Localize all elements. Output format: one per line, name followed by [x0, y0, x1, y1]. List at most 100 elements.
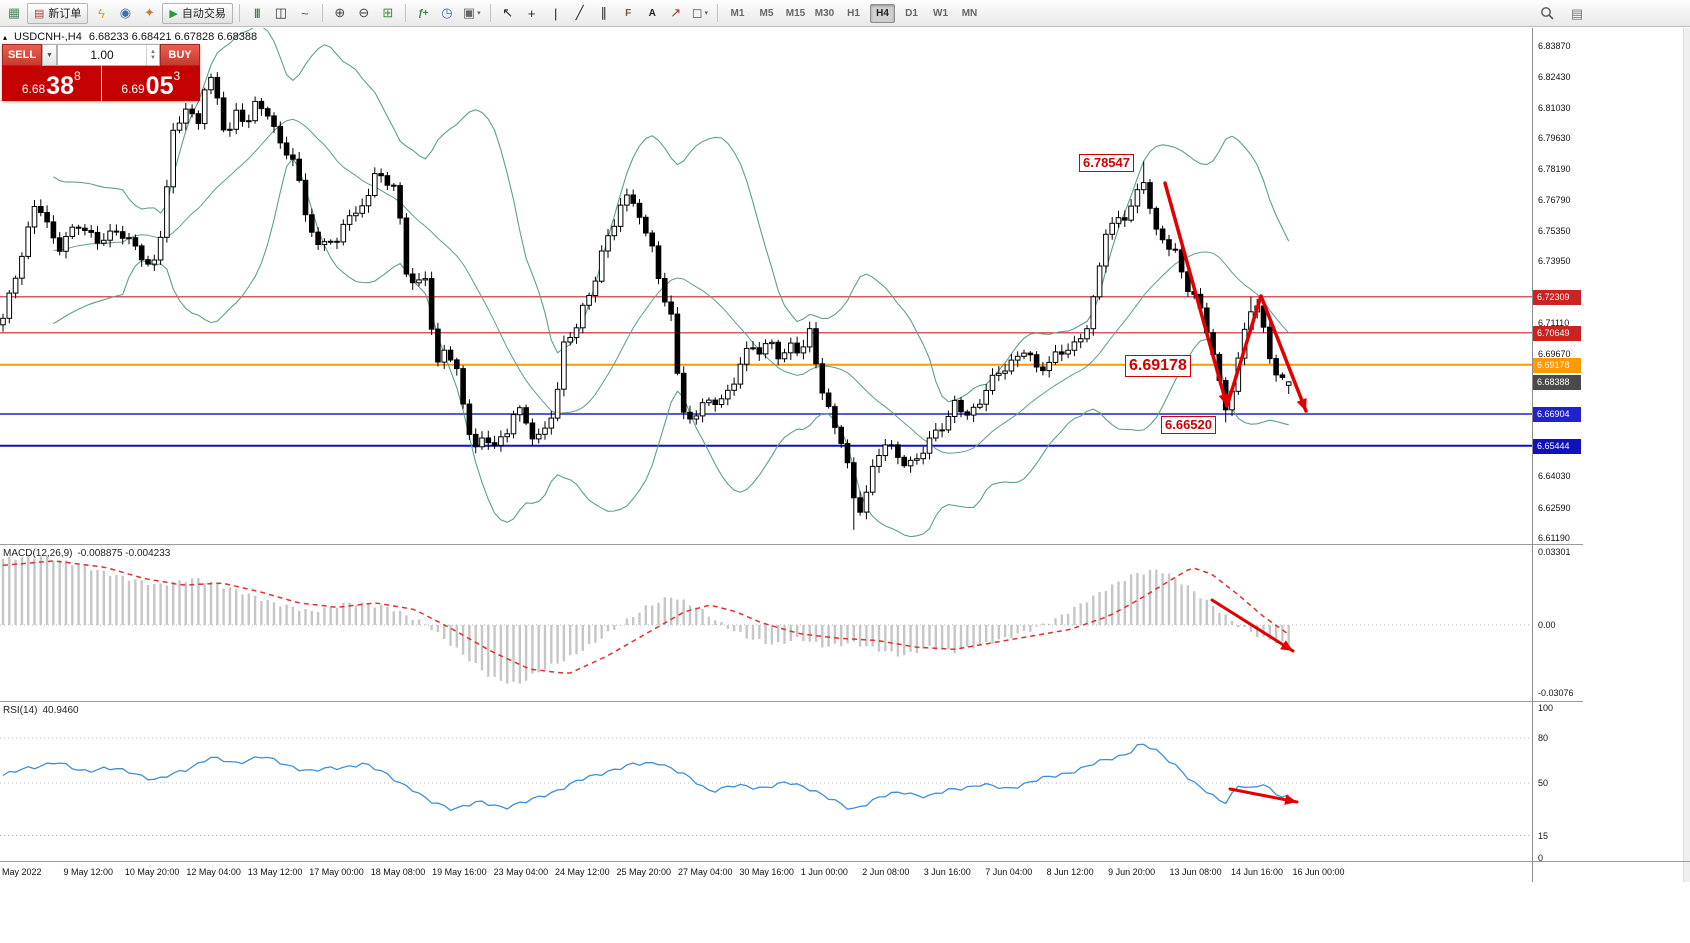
timeframe-mn[interactable]: MN: [961, 7, 978, 19]
channel-icon[interactable]: ∥: [593, 3, 615, 24]
time-label: 16 Jun 00:00: [1292, 867, 1345, 877]
shapes-icon-glyph: ◻: [691, 5, 703, 20]
trend-arrow[interactable]: [1163, 181, 1229, 408]
candles: [0, 72, 1292, 530]
rsi-separator[interactable]: [0, 701, 1583, 702]
bollinger-middle: [53, 118, 1290, 454]
rsi-axis-tick: 100: [1538, 703, 1554, 713]
zoom-out-icon[interactable]: ⊖: [353, 3, 375, 24]
main-price-chart[interactable]: [0, 28, 1532, 545]
time-label: 12 May 04:00: [186, 867, 241, 877]
fibonacci-icon[interactable]: F: [617, 3, 639, 24]
volume-input[interactable]: 1.00 ▲ ▼: [57, 44, 160, 66]
buy-price[interactable]: 6.69 05 3: [101, 66, 200, 101]
line-chart-type-icon[interactable]: ~: [294, 3, 316, 24]
toolbar: ▦ ▤ 新订单 ϟ ◉ ✦ ▶ 自动交易 ||| ◫ ~ ⊕ ⊖ ⊞ ƒ+ ◷ ▣ ▾ ↖ + | ╱ ∥ F A ↗ ◻ ▾ M1 M5…: [0, 0, 1690, 27]
bar-chart-type-icon[interactable]: |||: [246, 3, 268, 24]
expert-lightning-icon[interactable]: ϟ: [90, 3, 112, 24]
period-icon-glyph: ◷: [441, 5, 453, 20]
templates-icon[interactable]: ▣ ▾: [460, 3, 484, 24]
candlestick-type-icon[interactable]: ◫: [270, 3, 292, 24]
spinner-down-icon[interactable]: ▼: [150, 55, 156, 61]
time-label: 24 May 12:00: [555, 867, 610, 877]
timeframe-m1[interactable]: M1: [730, 7, 745, 19]
fibonacci-icon-glyph: F: [625, 7, 631, 19]
timeframe-m30[interactable]: M30: [814, 7, 835, 19]
price-axis[interactable]: 6.83870 6.82430 6.81030 6.79630 6.78190 6.767…: [1533, 28, 1689, 882]
time-label: 19 May 16:00: [432, 867, 487, 877]
timeframe-m15[interactable]: M15: [785, 7, 806, 19]
time-label: 9 May 12:00: [63, 867, 113, 877]
new-order-button[interactable]: ▤ 新订单: [27, 2, 89, 24]
price-axis-border: [1532, 28, 1533, 882]
price-tick: 6.62590: [1538, 502, 1571, 513]
cursor-icon[interactable]: ↖: [497, 3, 519, 24]
trend-arrow[interactable]: [1259, 294, 1308, 413]
crosshair-icon-glyph: +: [527, 5, 536, 21]
tile-windows-icon-glyph: ⊞: [382, 5, 394, 20]
trend-arrow[interactable]: [1210, 598, 1295, 653]
price-tick: 6.71110: [1538, 317, 1570, 328]
macd-name: MACD(12,26,9): [3, 548, 73, 559]
timeframe-m5[interactable]: M5: [759, 7, 774, 19]
shapes-icon[interactable]: ◻ ▾: [689, 3, 711, 24]
trend-arrow[interactable]: [1225, 294, 1263, 408]
collapse-triangle-icon[interactable]: ▴: [3, 32, 8, 42]
price-annotation[interactable]: 6.69178: [1125, 355, 1191, 377]
market-watch-icon[interactable]: ◉: [114, 3, 136, 24]
time-label: 2 Jun 08:00: [862, 867, 910, 877]
vertical-line-icon[interactable]: |: [545, 3, 567, 24]
candlestick-type-icon-glyph: ◫: [274, 5, 288, 20]
data-window-icon[interactable]: ▤: [1570, 5, 1584, 21]
timeframe-d1[interactable]: D1: [905, 7, 918, 19]
price-tick: 6.81030: [1538, 102, 1571, 113]
trendline-icon[interactable]: ╱: [569, 3, 591, 24]
navigator-icon[interactable]: ✦: [138, 3, 160, 24]
timeframe-h4[interactable]: H4: [870, 3, 895, 23]
new-order-button-label: 新订单: [48, 8, 82, 20]
autotrading-button[interactable]: ▶ 自动交易: [162, 2, 233, 24]
toolbar-right: ▤: [1536, 3, 1588, 24]
bollinger-upper: [53, 28, 1290, 403]
arrows-icon-glyph: ↗: [670, 5, 682, 20]
new-chart-icon[interactable]: ▦: [3, 3, 25, 24]
macd-indicator-panel[interactable]: [0, 545, 1532, 702]
time-label: 1 Jun 00:00: [800, 867, 848, 877]
text-icon[interactable]: A: [641, 3, 663, 24]
price-annotation[interactable]: 6.78547: [1079, 154, 1134, 173]
trade-options-caret[interactable]: ▼: [42, 44, 57, 66]
volume-value[interactable]: 1.00: [90, 48, 114, 62]
sell-button[interactable]: SELL: [2, 44, 42, 66]
spinner-up-icon[interactable]: ▲: [150, 49, 156, 55]
rsi-value: 40.9460: [42, 705, 79, 716]
time-label: 25 May 20:00: [616, 867, 672, 877]
market-watch-icon-glyph: ◉: [119, 5, 132, 20]
price-badge: 6.69178: [1533, 357, 1581, 373]
sell-price[interactable]: 6.68 38 8: [2, 66, 101, 101]
arrows-icon[interactable]: ↗: [665, 3, 687, 24]
window-scrollbar[interactable]: [1683, 28, 1690, 882]
rsi-indicator-panel[interactable]: [0, 702, 1532, 860]
period-icon[interactable]: ◷: [436, 3, 458, 24]
price-annotation[interactable]: 6.66520: [1161, 416, 1216, 435]
buy-price-prefix: 6.69: [121, 82, 145, 96]
zoom-in-icon[interactable]: ⊕: [329, 3, 351, 24]
tile-windows-icon[interactable]: ⊞: [377, 3, 399, 24]
indicators-icon[interactable]: ƒ+: [412, 3, 434, 24]
price-badge: 6.66904: [1533, 407, 1581, 423]
price-tick: 6.76790: [1538, 194, 1571, 205]
search-icon[interactable]: [1536, 3, 1558, 24]
toolbar-separator: [321, 4, 323, 22]
toolbar-separator: [717, 4, 718, 22]
buy-button[interactable]: BUY: [160, 44, 200, 66]
price-badge: 6.70649: [1533, 325, 1581, 341]
crosshair-icon[interactable]: +: [521, 3, 543, 24]
volume-spinner[interactable]: ▲ ▼: [146, 45, 159, 65]
timeframe-w1[interactable]: W1: [933, 7, 948, 19]
autotrading-button-glyph: ▶: [169, 7, 178, 20]
buy-price-sup: 3: [173, 69, 181, 83]
macd-separator[interactable]: [0, 544, 1583, 545]
timeframe-h1[interactable]: H1: [847, 7, 860, 19]
time-axis[interactable]: May 2022 9 May 12:00 10 May 20:00 12 May 04…: [0, 861, 1690, 883]
